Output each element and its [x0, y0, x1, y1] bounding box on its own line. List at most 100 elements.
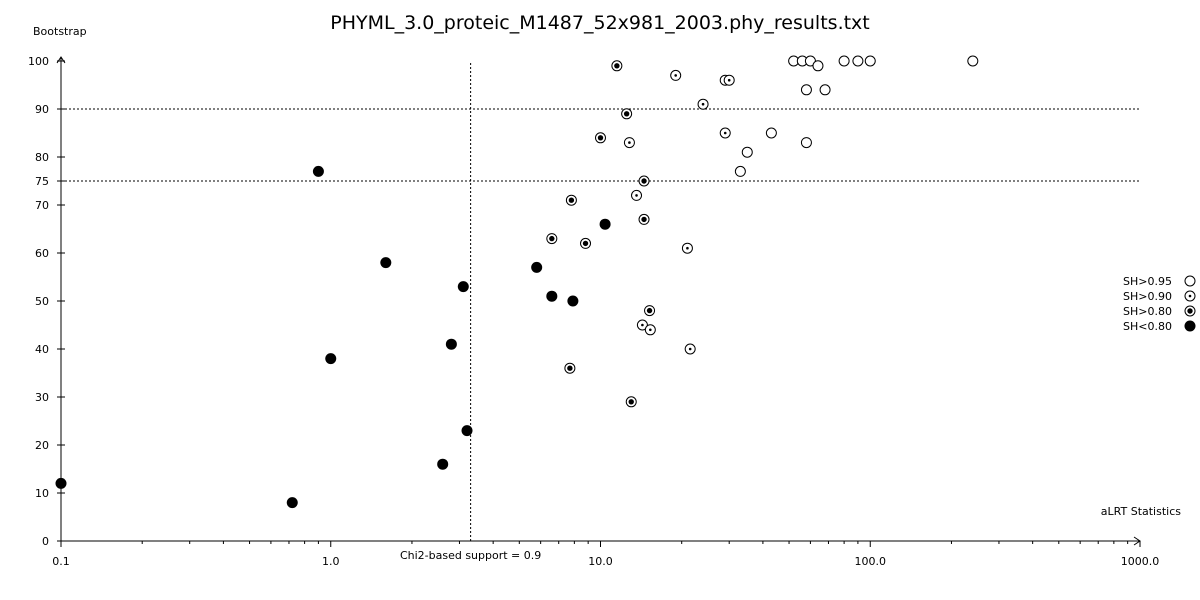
data-point: [621, 108, 633, 120]
marker-fill: [312, 165, 324, 177]
y-tick-label: 75: [35, 175, 49, 188]
data-point: [564, 362, 576, 374]
marker-fill: [546, 290, 558, 302]
marker-outline: [800, 137, 812, 149]
data-point: [546, 290, 558, 302]
data-point: [644, 324, 656, 336]
marker-outline: [741, 146, 753, 158]
data-point: [595, 132, 606, 144]
marker-outline: [765, 127, 777, 139]
marker-fill: [380, 257, 392, 269]
marker-dot: [723, 131, 727, 135]
marker-core: [597, 135, 604, 141]
data-point: [719, 127, 731, 139]
data-point: [684, 343, 696, 355]
marker-outline: [967, 55, 979, 67]
legend: SH>0.95 SH>0.90 SH>0.80 SH<0.80: [1123, 275, 1196, 333]
data-point: [531, 261, 543, 273]
y-tick-label: 0: [42, 535, 49, 548]
data-point: [567, 295, 579, 307]
marker-dot: [727, 78, 731, 82]
x-tick-label: 100.0: [855, 555, 887, 568]
legend-marker: [1184, 275, 1196, 287]
marker-outline: [734, 165, 746, 177]
y-tick-label: 30: [35, 391, 49, 404]
marker-fill: [567, 295, 579, 307]
data-point: [819, 84, 831, 96]
data-point: [580, 237, 592, 249]
marker-core: [623, 111, 630, 117]
data-point: [864, 55, 876, 67]
marker-core: [582, 240, 589, 247]
x-axis-label: aLRT Statistics: [1101, 505, 1181, 518]
marker-dot: [649, 328, 652, 332]
data-point: [625, 396, 637, 408]
marker-fill: [286, 497, 298, 509]
legend-marker: [1184, 305, 1196, 317]
legend-label: SH>0.95: [1123, 275, 1172, 288]
data-point: [599, 218, 611, 230]
marker-outline: [1184, 275, 1196, 287]
marker-fill: [437, 458, 449, 470]
marker-fill: [325, 353, 337, 365]
series-filled: [55, 165, 611, 509]
marker-outline: [819, 84, 831, 96]
marker-outline: [864, 55, 876, 67]
series-ring: [546, 60, 656, 408]
marker-fill: [531, 261, 543, 273]
marker-dot: [635, 194, 638, 197]
y-tick-label: 80: [35, 151, 49, 164]
legend-label: SH>0.90: [1123, 290, 1172, 303]
marker-core: [646, 307, 653, 314]
x-tick-label: 10.0: [588, 555, 613, 568]
marker-fill: [445, 338, 457, 350]
data-point: [636, 319, 648, 331]
y-axis-label: Bootstrap: [33, 25, 87, 38]
legend-marker: [1184, 290, 1196, 302]
marker-dot: [701, 102, 705, 106]
y-tick-label: 60: [35, 247, 49, 260]
marker-core: [549, 235, 555, 242]
data-point: [286, 497, 298, 509]
data-point: [800, 137, 812, 149]
marker-core: [567, 365, 573, 371]
data-point: [55, 477, 67, 489]
data-point: [765, 127, 777, 139]
data-point: [461, 425, 473, 437]
data-point: [723, 74, 735, 86]
legend-marker: [1184, 320, 1196, 332]
data-point: [812, 60, 824, 72]
marker-fill: [599, 218, 611, 230]
chi2-support-label: Chi2-based support = 0.9: [400, 549, 541, 562]
y-tick-label: 70: [35, 199, 49, 212]
marker-fill: [457, 281, 469, 293]
data-points: [55, 55, 979, 509]
marker-dot: [641, 323, 644, 327]
y-tick-label: 50: [35, 295, 49, 308]
data-point: [734, 165, 746, 177]
data-point: [838, 55, 850, 67]
data-point: [380, 257, 392, 269]
data-point: [546, 233, 558, 245]
x-tick-label: 0.1: [52, 555, 70, 568]
data-point: [697, 98, 709, 110]
marker-core: [1187, 308, 1193, 314]
reference-lines: Chi2-based support = 0.9: [61, 61, 1140, 562]
data-point: [638, 175, 650, 187]
marker-core: [568, 197, 575, 203]
marker-core: [628, 399, 634, 405]
data-point: [325, 353, 337, 365]
series-dot: [623, 69, 735, 355]
legend-label: SH>0.80: [1123, 305, 1172, 318]
data-point: [445, 338, 457, 350]
marker-dot: [1188, 294, 1192, 298]
marker-outline: [800, 84, 812, 96]
marker-outline: [838, 55, 850, 67]
marker-dot: [688, 347, 692, 351]
data-point: [967, 55, 979, 67]
marker-core: [641, 178, 647, 184]
marker-fill: [55, 477, 67, 489]
data-point: [741, 146, 753, 158]
data-point: [631, 189, 643, 201]
marker-fill: [461, 425, 473, 437]
